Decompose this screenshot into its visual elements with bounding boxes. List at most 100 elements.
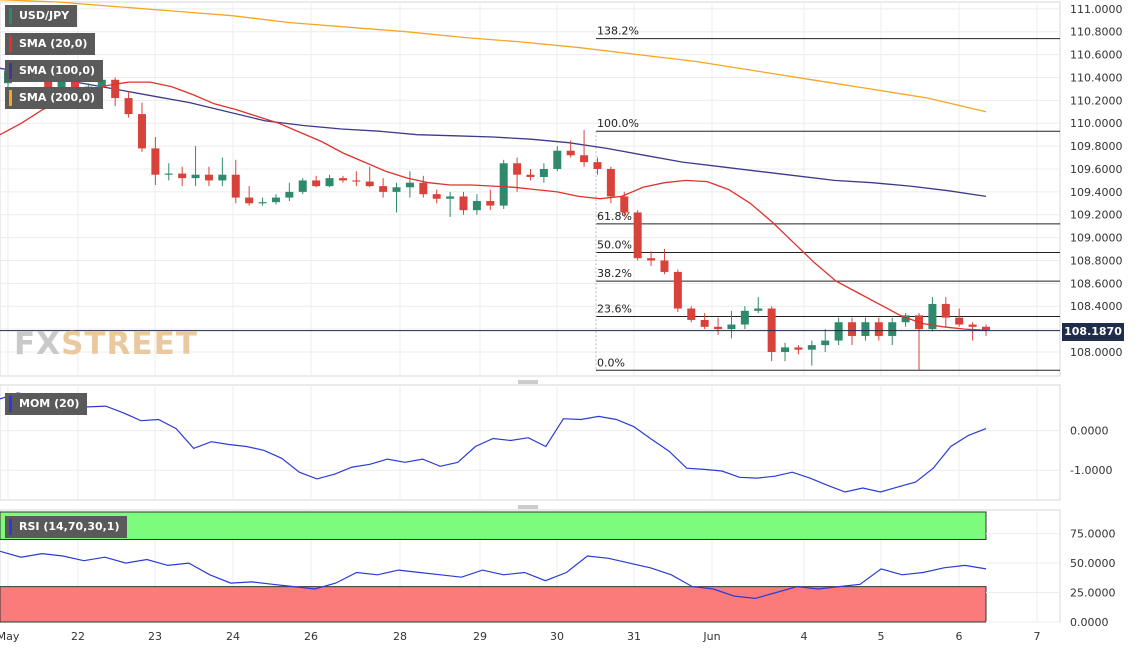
candle-body [405,182,414,188]
sma20-text: SMA (20,0) [19,37,88,50]
x-tick-label: 23 [148,630,162,643]
sma100-text: SMA (100,0) [19,64,96,77]
rsi-overbought-zone [0,511,987,540]
candle-body [660,260,669,272]
y-tick-label: 109.8000 [1070,140,1123,153]
panel-2-frame [0,384,1061,501]
y-tick-label: 108.0000 [1070,346,1123,359]
candle-body [419,182,428,195]
sma20-swatch [9,36,12,52]
x-tick-label: May [0,630,20,643]
mom-label[interactable]: MOM (20) [5,393,88,415]
candle-body [714,326,723,330]
x-tick-label: 29 [473,630,487,643]
x-tick-label: Jun [702,630,720,643]
mom-text: MOM (20) [19,397,80,410]
y-tick-label: 109.4000 [1070,186,1123,199]
candle-body [446,196,455,199]
candle-body [57,77,66,92]
symbol-text: USD/JPY [19,9,70,22]
y-tick-label: 110.8000 [1070,26,1123,39]
candle-body [245,197,254,204]
x-tick-label: 5 [878,630,885,643]
rsi-swatch [9,519,12,535]
candle-body [901,315,910,323]
candle-body [539,168,548,177]
candle-body [620,196,629,213]
candle-body [807,345,816,350]
candle-body [700,319,709,327]
candle-body [271,197,280,203]
y-tick-label: 0.0000 [1070,425,1109,438]
symbol-swatch [9,8,12,24]
candle-body [834,322,843,341]
candle-body [727,324,736,330]
sma20-line [0,81,987,331]
candle-body [941,303,950,318]
candle-body [647,258,656,261]
candle-body [848,322,857,336]
y-tick-label: 109.6000 [1070,163,1123,176]
candle-body [982,326,990,331]
candle-body [740,310,749,325]
candle-body [191,174,200,179]
x-tick-label: 22 [71,630,85,643]
candle-body [861,322,870,336]
candle-body [285,191,294,198]
candle-body [687,308,696,320]
candle-body [513,163,522,175]
x-tick-label: 26 [304,630,318,643]
y-tick-label: 110.4000 [1070,71,1123,84]
fib-level-label: 50.0% [597,238,632,251]
candle-body [593,162,602,169]
candle-body [821,340,830,346]
last-price-tag: 108.1870 [1062,323,1124,341]
candle-body [338,178,347,181]
y-tick-label: 108.6000 [1070,277,1123,290]
candle-body [44,79,53,92]
candle-body [928,303,937,330]
candle-body [204,174,213,181]
fib-level-label: 138.2% [597,25,639,38]
candle-body [312,180,321,187]
candle-body [781,347,790,352]
candle-body [432,194,441,199]
fib-level-label: 100.0% [597,117,639,130]
candle-body [472,201,481,211]
sma100-line [0,67,987,198]
candle-body [124,98,133,115]
candle-body [218,174,227,181]
candle-body [459,196,468,211]
y-tick-label: 109.2000 [1070,209,1123,222]
sma20-label[interactable]: SMA (20,0) [5,33,96,55]
candle-body [178,173,187,179]
x-tick-label: 4 [801,630,808,643]
candle-body [888,322,897,336]
candle-body [111,79,120,99]
candle-body [955,317,964,325]
sma100-label[interactable]: SMA (100,0) [5,60,104,82]
candle-body [553,150,562,169]
candle-body [566,150,575,156]
y-tick-label: 109.0000 [1070,232,1123,245]
sma100-swatch [9,63,12,79]
y-tick-label: 110.6000 [1070,49,1123,62]
mom-swatch [9,396,12,412]
y-tick-label: 110.0000 [1070,117,1123,130]
fib-level-label: 38.2% [597,267,632,280]
x-tick-label: 7 [1034,630,1041,643]
x-tick-label: 31 [627,630,641,643]
sma200-line [0,0,987,113]
candle-body [325,178,334,187]
y-tick-label: 108.8000 [1070,254,1123,267]
symbol-label[interactable]: USD/JPY [5,5,78,27]
candle-body [499,163,508,206]
candle-body [874,322,883,336]
rsi-label[interactable]: RSI (14,70,30,1) [5,516,128,538]
candle-body [392,187,401,192]
candle-body [580,155,589,163]
sma200-label[interactable]: SMA (200,0) [5,87,104,109]
y-tick-label: 110.2000 [1070,94,1123,107]
